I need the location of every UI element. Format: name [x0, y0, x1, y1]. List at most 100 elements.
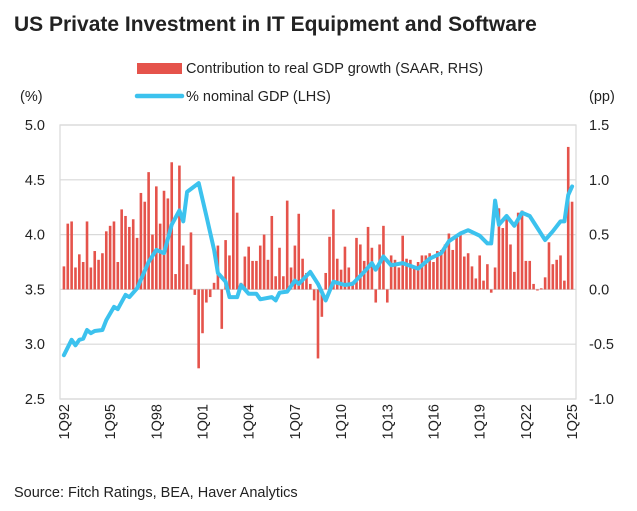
bar: [443, 244, 447, 290]
bar: [393, 259, 397, 290]
legend: Contribution to real GDP growth (SAAR, R…: [134, 61, 483, 105]
bar: [501, 228, 505, 290]
bar: [151, 234, 154, 290]
bar: [120, 209, 123, 290]
bar: [309, 283, 312, 290]
x-tick-label: 1Q13: [380, 404, 396, 439]
bar: [474, 278, 478, 290]
bar: [459, 234, 462, 290]
bar: [232, 176, 235, 290]
right-tick-label: -1.0: [589, 392, 614, 408]
bar: [320, 289, 324, 317]
bar: [416, 262, 420, 290]
bar: [258, 245, 262, 290]
bar: [539, 288, 543, 290]
bar: [128, 226, 131, 290]
bar: [385, 289, 389, 303]
bar: [493, 267, 497, 290]
bar: [220, 289, 224, 329]
bar: [108, 225, 112, 290]
bar: [516, 212, 520, 290]
bar: [505, 218, 508, 290]
bar: [335, 258, 339, 290]
x-tick-label: 1Q19: [473, 404, 489, 439]
left-tick-label: 2.5: [25, 392, 45, 408]
bar: [439, 249, 443, 290]
bar: [536, 289, 539, 291]
bar: [332, 209, 335, 290]
bar: [66, 223, 70, 290]
chart-title: US Private Investment in IT Equipment an…: [14, 13, 537, 36]
bar: [93, 251, 97, 290]
bar: [370, 247, 374, 290]
bar: [305, 272, 308, 290]
bar: [147, 172, 150, 290]
bar: [178, 165, 181, 290]
bar: [185, 264, 189, 290]
x-tick-label: 1Q95: [103, 404, 119, 439]
bar: [62, 266, 66, 290]
bar: [532, 283, 535, 290]
x-tick-label: 1Q07: [288, 404, 304, 439]
right-tick-label: -0.5: [589, 337, 614, 353]
bar: [155, 186, 158, 290]
bar: [282, 276, 285, 290]
bar: [278, 247, 281, 290]
bar: [158, 223, 162, 290]
left-tick-label: 3.0: [25, 337, 45, 353]
legend-swatch-bars: [137, 63, 182, 74]
bar: [478, 255, 481, 290]
bar: [409, 259, 412, 290]
bar: [551, 264, 555, 290]
x-tick-label: 1Q22: [519, 404, 535, 439]
bar: [470, 266, 474, 290]
right-tick-label: 0.5: [589, 228, 609, 244]
bar: [162, 190, 166, 290]
bar: [131, 219, 135, 290]
bar: [547, 242, 551, 290]
bar: [270, 215, 274, 290]
bar: [513, 271, 516, 290]
bar: [262, 234, 266, 290]
legend-label-line: % nominal GDP (LHS): [186, 89, 331, 105]
bar: [235, 212, 239, 290]
bar: [81, 262, 85, 290]
bar: [389, 255, 393, 290]
bar: [193, 289, 197, 295]
bar: [274, 276, 277, 290]
x-tick-label: 1Q16: [426, 404, 442, 439]
x-axis: 1Q92 1Q95 1Q98 1Q01 1Q04 1Q07 1Q10 1Q13 1Q16 1Q19…: [57, 404, 581, 439]
right-tick-label: 1.5: [589, 118, 609, 134]
bar: [466, 253, 470, 290]
bar: [243, 256, 247, 290]
bar: [570, 201, 574, 290]
left-axis: 2.5 3.0 3.5 4.0 4.5 5.0: [25, 118, 45, 408]
bar: [563, 280, 566, 290]
bar: [255, 260, 258, 290]
left-axis-unit: (%): [20, 89, 43, 105]
right-tick-label: 0.0: [589, 282, 609, 298]
bar: [405, 258, 408, 290]
bar: [362, 260, 366, 290]
bar: [374, 289, 378, 303]
bar: [89, 267, 93, 290]
bar: [201, 289, 204, 334]
left-tick-label: 5.0: [25, 118, 45, 134]
left-tick-label: 4.0: [25, 228, 45, 244]
bar: [301, 258, 304, 290]
bar: [247, 246, 251, 290]
bar: [555, 259, 558, 290]
bar: [316, 289, 320, 359]
bar: [366, 226, 370, 290]
bar: [432, 262, 435, 290]
bar: [181, 245, 185, 290]
bar: [397, 267, 401, 290]
bar: [197, 289, 200, 369]
left-tick-label: 4.5: [25, 173, 45, 189]
bar: [85, 221, 89, 290]
bar: [251, 260, 254, 290]
bar: [293, 245, 297, 290]
bar: [78, 254, 81, 290]
bar: [566, 146, 570, 290]
